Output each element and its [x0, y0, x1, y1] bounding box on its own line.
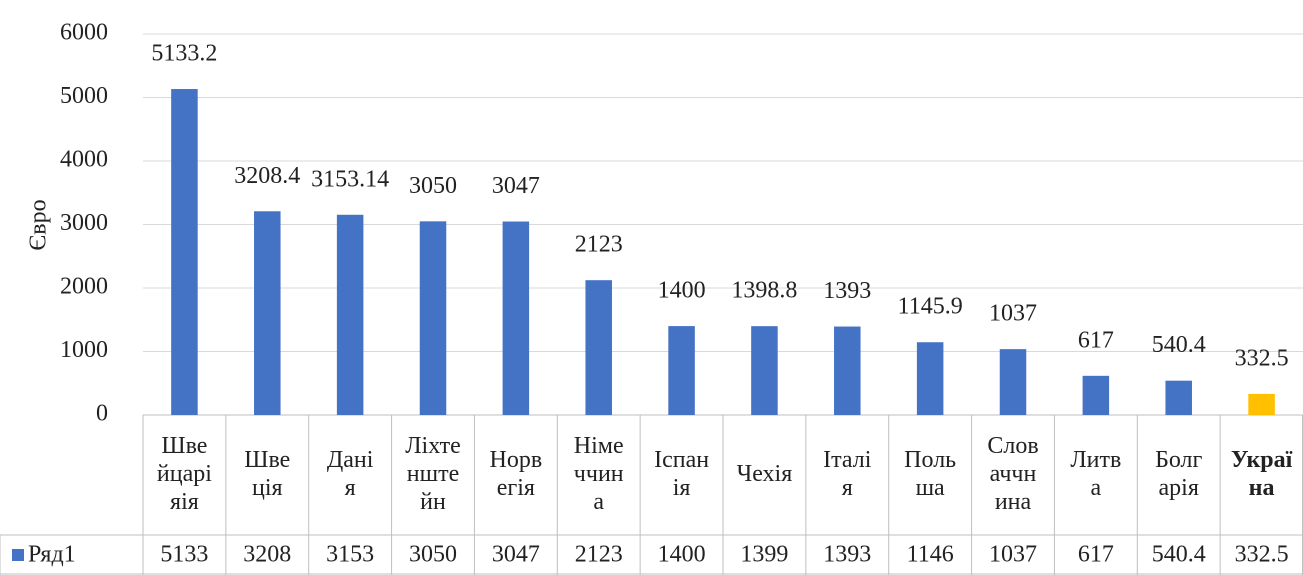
table-value: 540.4: [1152, 542, 1206, 568]
bar: [420, 221, 447, 415]
bar: [917, 342, 944, 415]
data-label: 1400: [658, 278, 706, 304]
data-label: 3208.4: [234, 163, 300, 189]
y-tick-label: 1000: [60, 337, 108, 363]
table-value: 3047: [492, 542, 540, 568]
y-tick-label: 3000: [60, 210, 108, 236]
table-value: 1037: [989, 542, 1037, 568]
bar: [254, 211, 281, 415]
data-label: 3153.14: [311, 166, 389, 192]
y-axis-label: Євро: [26, 199, 52, 250]
data-label: 5133.2: [151, 41, 217, 67]
bar: [668, 326, 695, 415]
y-tick-label: 4000: [60, 147, 108, 173]
bar: [1165, 381, 1192, 415]
data-label: 1398.8: [731, 278, 797, 304]
table-value: 3208: [243, 542, 291, 568]
table-value: 617: [1078, 542, 1114, 568]
table-value: 1393: [823, 542, 871, 568]
data-label: 3050: [409, 173, 457, 199]
bar: [337, 215, 364, 415]
data-label: 1145.9: [898, 294, 963, 320]
y-tick-label: 0: [96, 401, 108, 427]
bar: [585, 280, 612, 415]
data-label: 2123: [575, 232, 623, 258]
data-label: 3047: [492, 173, 540, 199]
bar: [1248, 394, 1275, 415]
bar: [1083, 376, 1110, 415]
data-label: 332.5: [1235, 345, 1289, 371]
bar: [834, 327, 861, 415]
legend-swatch: [12, 549, 24, 561]
data-label: 1393: [823, 278, 871, 304]
table-value: 3153: [326, 542, 374, 568]
chart: Євро 0 1000 2000 3000 4000 5000 6000 Ряд1 5133.2…: [0, 0, 1303, 575]
data-label: 540.4: [1152, 332, 1206, 358]
page: Євро 0 1000 2000 3000 4000 5000 6000 Ряд1 5133.2…: [0, 0, 1303, 575]
table-value: 332.5: [1235, 542, 1289, 568]
table-value: 1400: [658, 542, 706, 568]
bar: [751, 326, 778, 415]
y-tick-label: 2000: [60, 274, 108, 300]
table-value: 3050: [409, 542, 457, 568]
bar: [1000, 349, 1027, 415]
bar: [171, 89, 198, 415]
table-value: 2123: [575, 542, 623, 568]
data-label: 617: [1078, 327, 1114, 353]
table-value: 5133: [160, 542, 208, 568]
x-tick-label: Чехія: [737, 461, 793, 487]
table-value: 1146: [907, 542, 954, 568]
bar: [503, 222, 530, 415]
y-tick-label: 6000: [60, 20, 108, 46]
data-label: 1037: [989, 301, 1037, 327]
table-value: 1399: [740, 542, 788, 568]
legend-label: Ряд1: [28, 542, 76, 568]
y-tick-label: 5000: [60, 83, 108, 109]
